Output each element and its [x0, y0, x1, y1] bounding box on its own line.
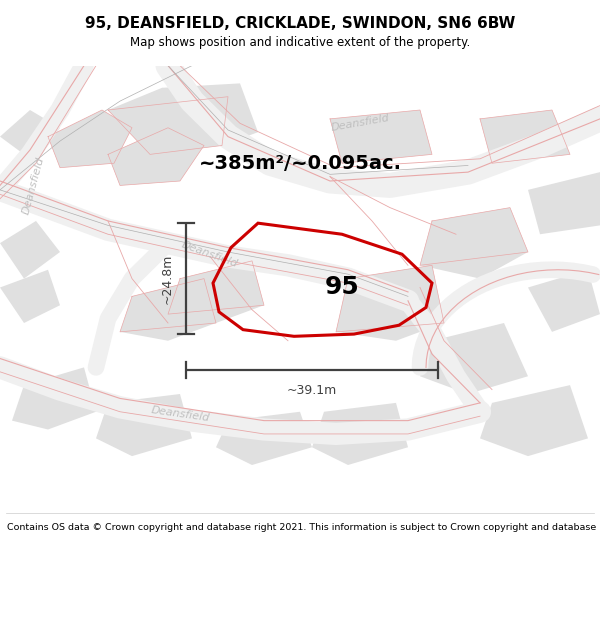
Polygon shape — [330, 110, 432, 163]
Polygon shape — [216, 412, 312, 465]
Text: ~39.1m: ~39.1m — [287, 384, 337, 398]
Text: ~385m²/~0.095ac.: ~385m²/~0.095ac. — [199, 154, 401, 173]
Text: Contains OS data © Crown copyright and database right 2021. This information is : Contains OS data © Crown copyright and d… — [7, 523, 600, 532]
Text: Deansfield: Deansfield — [20, 156, 46, 216]
Polygon shape — [48, 110, 132, 168]
Polygon shape — [0, 110, 60, 163]
Polygon shape — [0, 221, 60, 279]
Text: 95: 95 — [325, 276, 359, 299]
Text: Deansfield: Deansfield — [181, 239, 239, 269]
Text: 95, DEANSFIELD, CRICKLADE, SWINDON, SN6 6BW: 95, DEANSFIELD, CRICKLADE, SWINDON, SN6 … — [85, 16, 515, 31]
Polygon shape — [0, 270, 60, 323]
Polygon shape — [162, 83, 258, 146]
Polygon shape — [96, 394, 192, 456]
Polygon shape — [12, 368, 96, 429]
Polygon shape — [168, 261, 264, 323]
Polygon shape — [528, 172, 600, 234]
Polygon shape — [420, 208, 528, 279]
Polygon shape — [480, 385, 588, 456]
Polygon shape — [528, 270, 600, 332]
Text: ~24.8m: ~24.8m — [160, 254, 173, 304]
Polygon shape — [312, 403, 408, 465]
Polygon shape — [480, 110, 570, 163]
Polygon shape — [108, 88, 228, 154]
Polygon shape — [420, 323, 528, 394]
Polygon shape — [108, 127, 204, 186]
Polygon shape — [336, 265, 444, 341]
Text: Map shows position and indicative extent of the property.: Map shows position and indicative extent… — [130, 36, 470, 49]
Text: Deansfield: Deansfield — [150, 405, 210, 423]
Polygon shape — [120, 279, 216, 341]
Text: Deansfield: Deansfield — [330, 113, 390, 133]
